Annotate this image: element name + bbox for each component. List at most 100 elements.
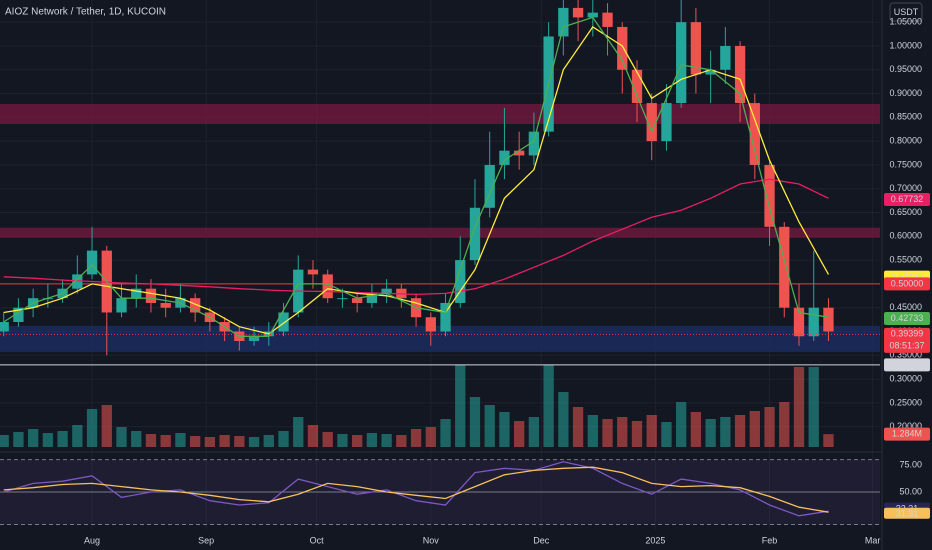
- volume-bar: [0, 435, 9, 447]
- y-tick-label: 0.45000: [889, 302, 922, 312]
- y-tick-label: 0.35000: [889, 350, 922, 360]
- price-label: 0.42733: [891, 313, 924, 323]
- y-tick-label: 0.85000: [889, 112, 922, 122]
- volume-bar: [720, 417, 731, 447]
- y-tick-label: 0.55000: [889, 254, 922, 264]
- volume-bar: [86, 409, 98, 447]
- candle-body: [248, 336, 260, 342]
- volume-bar: [352, 435, 363, 447]
- volume-bar: [219, 435, 230, 447]
- currency-label[interactable]: USDT: [894, 7, 919, 17]
- volume-bar: [631, 421, 643, 447]
- x-tick-label: Aug: [84, 535, 100, 545]
- price-label-box: [884, 507, 930, 519]
- volume-bar: [13, 432, 24, 447]
- price-label-box: [884, 358, 930, 372]
- candle-body: [793, 307, 805, 337]
- candle-body: [823, 307, 834, 332]
- zone: [0, 104, 880, 125]
- volume-bar: [131, 431, 142, 447]
- price-label: 0.39399: [891, 329, 924, 339]
- candle-body: [749, 103, 760, 165]
- candle-body: [690, 22, 702, 75]
- volume-bar: [116, 427, 127, 447]
- volume-bar: [587, 415, 598, 447]
- candle-body: [13, 307, 24, 322]
- volume-bar: [764, 407, 775, 447]
- candle-body: [189, 298, 201, 313]
- candle-body: [661, 103, 672, 142]
- volume-bar: [484, 405, 495, 447]
- price-label-box: [884, 427, 930, 441]
- x-tick-label: Dec: [533, 535, 550, 545]
- y-tick-label: 0.75000: [889, 159, 922, 169]
- price-label: 0.51435: [891, 271, 924, 281]
- volume-bar: [42, 433, 54, 447]
- candle-body: [469, 207, 481, 261]
- volume-bar: [793, 367, 805, 447]
- x-tick-label: 2025: [645, 535, 665, 545]
- candle-body: [131, 288, 142, 299]
- volume-bar: [558, 392, 569, 447]
- candle-body: [514, 150, 525, 156]
- volume-bar: [425, 427, 436, 447]
- candle-body: [764, 164, 775, 227]
- volume-bar: [823, 434, 834, 447]
- candle-body: [116, 298, 127, 313]
- candle-body: [484, 164, 495, 208]
- volume-bar: [337, 434, 348, 447]
- candle-body: [86, 250, 98, 275]
- candle-body: [72, 274, 83, 289]
- price-label-box: [884, 277, 930, 291]
- candle-body: [337, 298, 348, 300]
- candle-body: [558, 7, 569, 37]
- candle-body: [720, 45, 731, 70]
- price-label-box: [884, 311, 930, 325]
- volume-bar: [690, 412, 702, 447]
- volume-bar: [322, 432, 333, 447]
- x-tick-label: Feb: [762, 535, 778, 545]
- y-tick-label: 0.65000: [889, 207, 922, 217]
- volume-bar: [248, 437, 260, 447]
- volume-bar: [101, 405, 112, 447]
- candle-body: [779, 226, 790, 308]
- moving-average: [3, 178, 829, 296]
- candle-body: [0, 321, 9, 332]
- y-tick-label: 0.95000: [889, 64, 922, 74]
- volume-bar: [602, 419, 613, 447]
- volume-bar: [293, 417, 304, 447]
- candle-body: [499, 150, 510, 165]
- volume-bar: [189, 436, 201, 447]
- x-tick-label: Mar: [865, 535, 881, 545]
- zone: [0, 325, 880, 352]
- price-label-box: [884, 327, 930, 353]
- price-label-box: [884, 193, 930, 207]
- x-tick-label: Nov: [423, 535, 440, 545]
- volume-bar: [661, 422, 672, 447]
- volume-bar: [278, 431, 289, 447]
- y-tick-label: 0.60000: [889, 231, 922, 241]
- moving-average: [3, 26, 830, 335]
- y-tick-label: 0.70000: [889, 183, 922, 193]
- countdown: 08:51:37: [889, 341, 924, 351]
- candle-body: [455, 260, 466, 303]
- volume-bar: [779, 402, 790, 447]
- zone: [0, 227, 880, 238]
- volume-bar: [528, 417, 540, 447]
- chart-title: AIOZ Network / Tether, 1D, KUCOIN: [5, 7, 166, 18]
- currency-button[interactable]: [889, 2, 923, 22]
- volume-bar: [543, 365, 554, 447]
- volume-bar: [646, 415, 657, 447]
- price-label: 31.31: [896, 509, 919, 519]
- volume-bar: [676, 402, 687, 447]
- candle-body: [278, 312, 289, 332]
- candle-body: [734, 45, 746, 104]
- volume-bar: [366, 433, 378, 447]
- volume-bar: [307, 425, 319, 447]
- volume-bar: [27, 429, 39, 447]
- price-label: 1.284M: [892, 429, 922, 439]
- volume-bar: [808, 367, 819, 447]
- volume-bar: [410, 429, 422, 447]
